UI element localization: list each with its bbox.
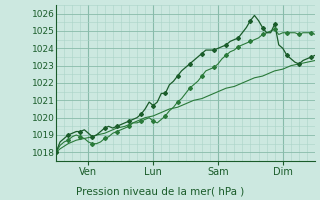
Text: Pression niveau de la mer( hPa ): Pression niveau de la mer( hPa ) bbox=[76, 186, 244, 196]
